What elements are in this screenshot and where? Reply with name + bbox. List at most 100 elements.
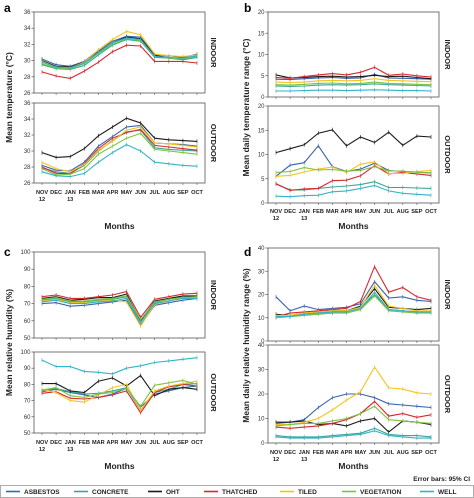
y-tick-label: 20 (258, 104, 265, 110)
subplot-outdoor: 26 28 30 32 34 36 OUTDOOR (24, 101, 218, 187)
x-axis-title: Months (338, 461, 368, 471)
y-tick-label: 30 (24, 149, 31, 155)
x-tick-label: APR (107, 440, 119, 446)
y-tick-label: 20 (258, 293, 265, 299)
y-tick-label: 20 (258, 10, 265, 16)
subplot-indoor: 0 5 10 15 20 INDOOR (258, 10, 452, 101)
x-tick-label: JUL (149, 190, 160, 196)
series-line-oht (42, 374, 198, 397)
y-tick-label: 100 (20, 250, 31, 256)
x-tick-label: APR (341, 450, 353, 456)
series-line-thatched (275, 66, 432, 79)
series-line-tiled (41, 380, 198, 412)
y-tick-label: 80 (24, 284, 31, 290)
subplot-label: OUTDOOR (443, 375, 452, 414)
series-line-well (41, 297, 197, 324)
plot-frame (33, 11, 206, 94)
series-line-vegetation (41, 295, 198, 321)
y-tick-label: 10 (258, 417, 265, 423)
subplot-indoor: 0 10 20 30 40 INDOOR (258, 246, 452, 345)
series-line-oht (41, 117, 198, 158)
y-tick-label: 34 (24, 26, 31, 32)
panel-a: a 26 28 30 32 34 36 INDOOR 26 28 30 32 34 36 OUTDOOR NO… (4, 1, 218, 231)
x-axis-title: Months (338, 221, 368, 231)
x-tick-label: SEP (411, 450, 422, 456)
x-tick-label: OCT (425, 450, 437, 456)
x-tick-label: MAY (355, 209, 367, 215)
x-tick-label: MAY (121, 190, 133, 196)
legend-label-concrete: CONCRETE (92, 489, 129, 496)
series-line-well (41, 357, 198, 375)
x-tick-label: APR (341, 209, 353, 215)
y-tick-label: 80 (24, 382, 31, 388)
y-tick-label: 28 (24, 75, 31, 81)
x-tick-label: FEB (313, 450, 324, 456)
x-axis-title: Months (104, 461, 134, 471)
y-axis-title: Mean daily relative humidity range (%) (241, 268, 251, 423)
panel-d: d 0 10 20 30 40 INDOOR 0 10 20 30 40 OUTDOOR NOV 12DEC… (241, 245, 452, 471)
series-line-thatched (41, 290, 198, 319)
legend-label-tiled: TILED (298, 489, 317, 496)
y-tick-label: 36 (24, 101, 31, 107)
series-line-vegetation (275, 81, 432, 86)
x-tick-label: NOV 12 (36, 190, 48, 203)
y-tick-label: 15 (258, 128, 265, 134)
series-line-thatched (41, 44, 198, 79)
series-line-asbestos (275, 73, 432, 81)
x-tick-label: JUN (369, 450, 380, 456)
plot-frame (267, 247, 440, 342)
series-line-well (41, 37, 198, 69)
series-line-oht (41, 293, 197, 322)
y-tick-label: 40 (258, 343, 265, 349)
series-line-tiled (276, 366, 432, 426)
y-axis-title: Mean relative humidity (%) (4, 289, 14, 396)
series-line-tiled (275, 161, 432, 177)
x-tick-label: OCT (191, 190, 203, 196)
x-tick-label: DEC (50, 440, 62, 446)
legend-label-thatched: THATCHED (222, 489, 258, 496)
y-tick-label: 10 (258, 53, 265, 59)
subplot-label: OUTDOOR (209, 124, 218, 163)
series-line-vegetation (41, 38, 198, 70)
series-line-asbestos (41, 385, 198, 408)
x-tick-label: OCT (191, 440, 203, 446)
series-line-vegetation (41, 132, 198, 176)
y-tick-label: 30 (24, 59, 31, 65)
series-line-thatched (275, 265, 432, 318)
x-tick-label: NOV 12 (36, 440, 48, 453)
x-tick-label: MAR (326, 450, 339, 456)
legend-label-oht: OHT (166, 489, 180, 496)
panel-letter: d (244, 245, 251, 259)
series-line-vegetation (275, 405, 432, 427)
x-tick-label: SEP (411, 209, 422, 215)
x-tick-label: JAN 13 (65, 440, 76, 453)
y-tick-label: 15 (258, 31, 265, 37)
subplot-outdoor: 0 10 20 30 40 OUTDOOR (258, 343, 452, 447)
y-tick-label: 10 (258, 316, 265, 322)
x-tick-label: OCT (425, 209, 437, 215)
subplot-label: INDOOR (209, 38, 218, 69)
x-tick-label: JAN 13 (299, 209, 310, 222)
x-tick-label: AUG (397, 209, 409, 215)
y-tick-label: 0 (261, 95, 265, 101)
legend-label-well: WELL (438, 489, 456, 496)
series-line-tiled (41, 126, 198, 173)
y-tick-label: 36 (24, 10, 31, 16)
y-tick-label: 50 (24, 336, 31, 342)
x-tick-label: SEP (177, 190, 188, 196)
x-tick-label: JUN (135, 440, 146, 446)
y-tick-label: 30 (258, 269, 265, 275)
x-tick-label: JUL (149, 440, 160, 446)
series-line-oht (275, 129, 432, 154)
x-tick-label: MAR (92, 190, 105, 196)
x-tick-label: AUG (163, 440, 175, 446)
y-tick-label: 10 (258, 153, 265, 159)
plot-frame (33, 102, 206, 184)
y-tick-label: 90 (24, 267, 31, 273)
subplot-outdoor: 0 5 10 15 20 OUTDOOR (258, 104, 452, 207)
y-tick-label: 26 (24, 91, 31, 97)
y-tick-label: 90 (24, 366, 31, 372)
y-axis-title: Mean daily temperature range (°C) (241, 38, 251, 176)
legend-label-asbestos: ASBESTOS (24, 489, 60, 496)
plot-frame (267, 105, 440, 204)
